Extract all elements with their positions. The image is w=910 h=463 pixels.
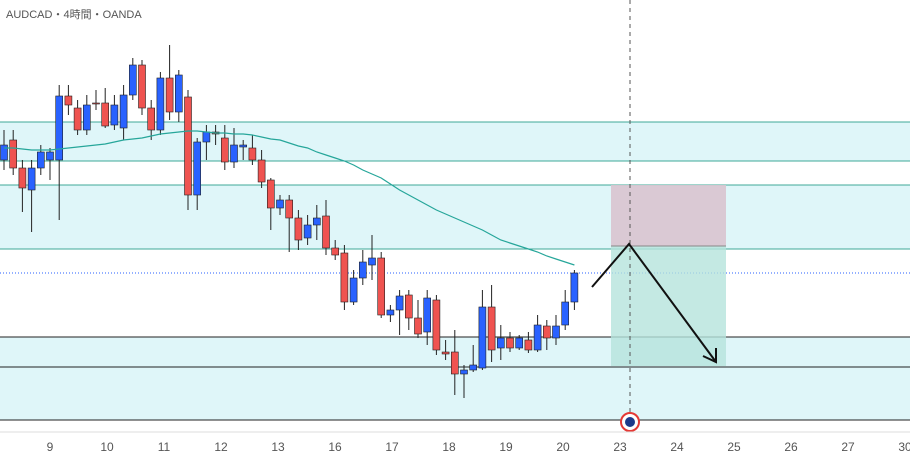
candle-body	[349, 277, 358, 303]
x-tick-label: 19	[499, 440, 513, 454]
candle-body	[423, 297, 432, 333]
candle-body	[460, 369, 468, 375]
candle-body	[386, 309, 395, 316]
candle-body	[92, 102, 100, 105]
candle-body	[414, 317, 422, 335]
candle-body	[9, 139, 17, 169]
x-tick-label: 18	[442, 440, 456, 454]
candle-body	[395, 295, 404, 311]
candle-body	[36, 151, 45, 169]
zone	[0, 185, 910, 249]
x-tick-label: 9	[47, 440, 54, 454]
moving-average	[4, 130, 575, 266]
candle-body	[506, 337, 514, 349]
candle-body	[266, 179, 275, 209]
candle-body	[441, 351, 450, 355]
candle-body	[524, 339, 533, 351]
chart-title: AUDCAD・4時間・OANDA	[6, 8, 142, 21]
candle-body	[239, 144, 247, 148]
candle-body	[404, 294, 413, 319]
candle-body	[570, 272, 579, 303]
candle-body	[450, 351, 459, 375]
arrow-head	[702, 348, 717, 364]
candle-body	[515, 337, 524, 349]
x-tick-label: 12	[214, 440, 228, 454]
candle-body	[230, 144, 238, 163]
zone	[0, 122, 910, 161]
candle-body	[478, 306, 487, 369]
event-flag	[625, 417, 635, 427]
x-tick-label: 11	[158, 440, 171, 454]
x-tick-label: 13	[271, 440, 285, 454]
x-tick-label: 26	[784, 440, 798, 454]
x-tick-label: 20	[556, 440, 570, 454]
candle-body	[469, 364, 478, 371]
candle-body	[175, 74, 183, 113]
candle-body	[561, 301, 570, 326]
candle-body	[303, 224, 312, 239]
candle-body	[542, 325, 551, 339]
x-tick-label: 25	[727, 440, 741, 454]
candle-body	[110, 104, 119, 126]
candle-body	[83, 104, 91, 131]
candle-body	[358, 261, 367, 279]
candle-body	[138, 64, 146, 109]
candle-body	[294, 217, 303, 241]
candle-body	[46, 151, 54, 161]
candle-body	[552, 325, 560, 339]
candle-body	[18, 167, 27, 189]
candle-body	[248, 147, 257, 161]
candle-body	[257, 159, 266, 183]
candle-body	[73, 107, 82, 131]
candle-body	[184, 96, 192, 196]
x-tick-label: 24	[670, 440, 684, 454]
x-tick-label: 23	[613, 440, 627, 454]
candle-body	[129, 64, 137, 96]
candle-body	[64, 95, 73, 106]
candle-body	[55, 95, 64, 161]
candle-body	[487, 306, 496, 351]
candle-body	[147, 107, 155, 131]
x-tick-label: 17	[385, 440, 399, 454]
candle-body	[202, 131, 211, 143]
candle-body	[368, 257, 376, 266]
candle-body	[285, 199, 294, 219]
candle-body	[432, 299, 441, 351]
x-tick-label: 30	[898, 440, 910, 454]
candle-body	[221, 137, 229, 163]
candle-body	[533, 324, 542, 351]
x-tick-label: 27	[841, 440, 855, 454]
candle-body	[156, 77, 165, 131]
arrow	[591, 242, 717, 363]
candle-body	[322, 215, 330, 249]
candle-body	[0, 144, 8, 161]
candle-body	[119, 94, 128, 129]
candle-body	[276, 199, 284, 209]
target-zone	[611, 246, 726, 366]
candle-body	[496, 337, 505, 349]
candle-body	[193, 141, 201, 196]
x-tick-label: 16	[328, 440, 342, 454]
candle-body	[331, 247, 340, 256]
candle-body	[101, 102, 109, 127]
candle-body	[27, 167, 36, 191]
candle-body	[340, 252, 349, 303]
candle-body	[165, 77, 174, 113]
candle-body	[312, 217, 321, 226]
stop-zone	[611, 185, 726, 246]
candle-body	[377, 257, 386, 316]
x-tick-label: 10	[100, 440, 114, 454]
